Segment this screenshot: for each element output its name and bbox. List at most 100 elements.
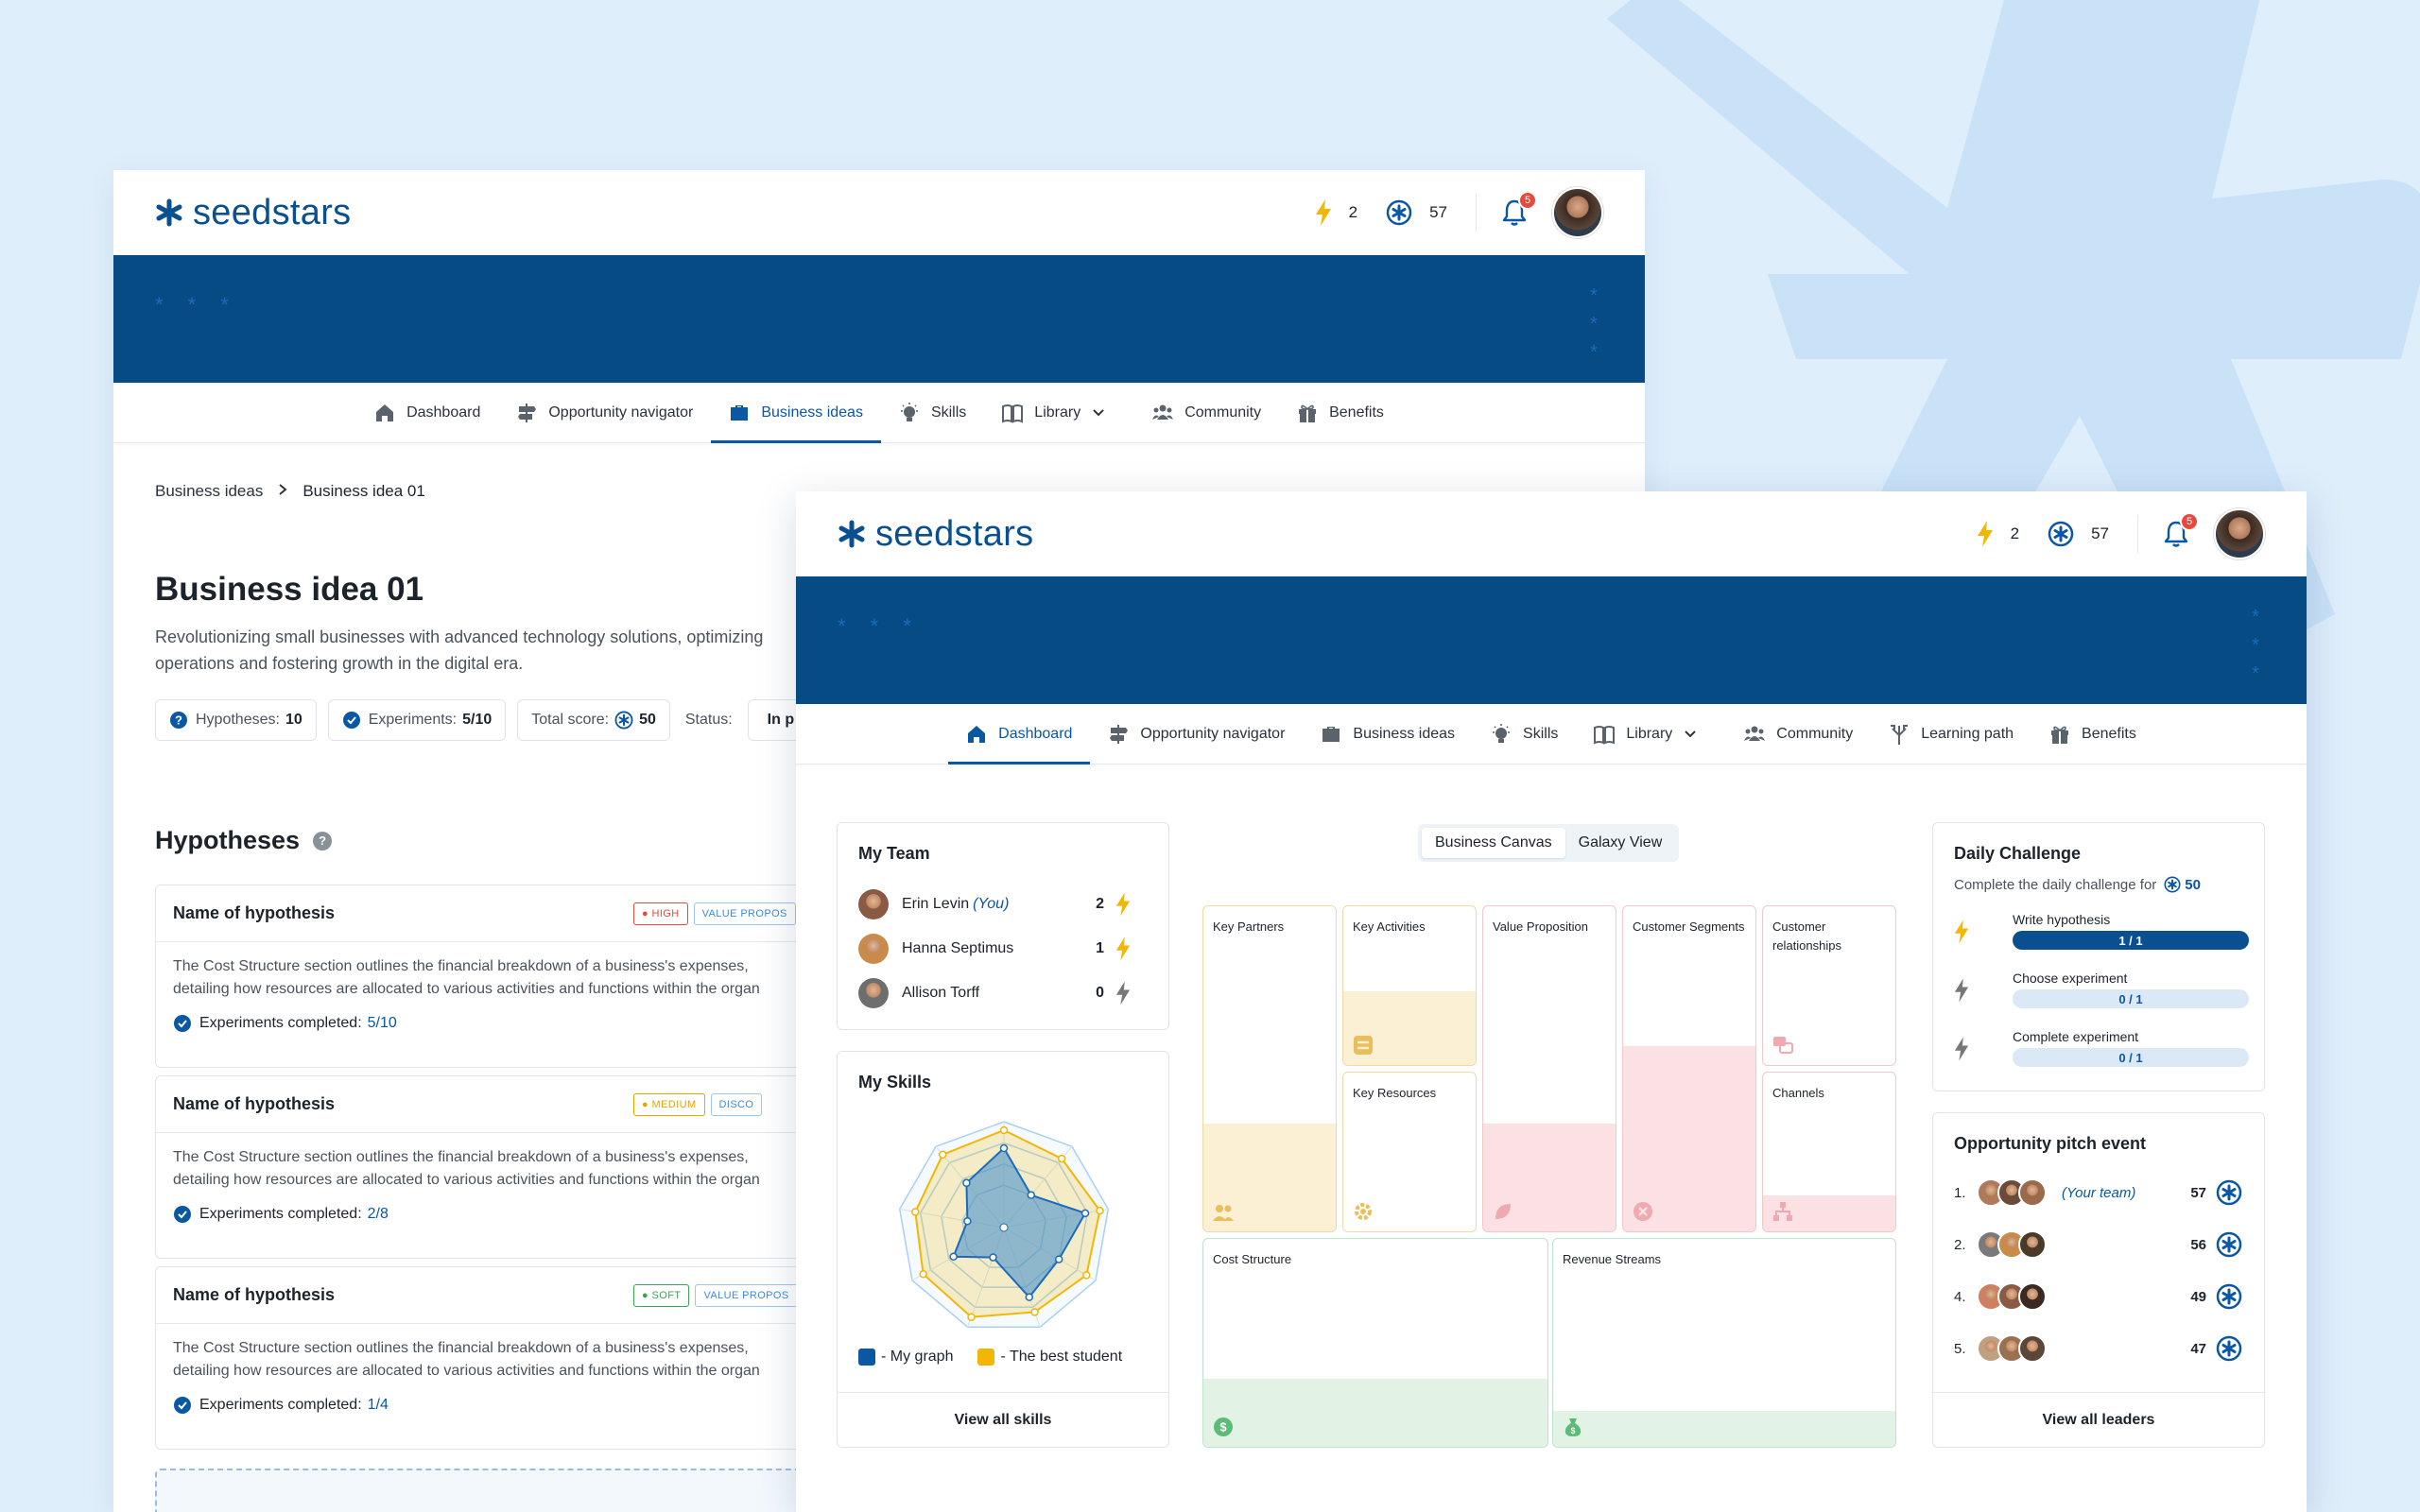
hypothesis-text-line: detailing how resources are allocated to…: [173, 1172, 760, 1188]
nav-label: Library: [1626, 725, 1673, 742]
my-graph-point: [989, 1253, 997, 1262]
hypothesis-card[interactable]: Name of hypothesis ● MEDIUM DISCO The Cost …: [155, 1075, 855, 1259]
leaderboard-row[interactable]: 2. 56: [1954, 1226, 2242, 1263]
nav-item-business-ideas[interactable]: Business ideas: [1303, 704, 1473, 764]
nav-item-community[interactable]: Community: [1134, 383, 1279, 442]
galaxy-view-tab[interactable]: Galaxy View: [1578, 834, 1663, 850]
experiments-completed-label: Experiments completed:: [199, 1015, 362, 1031]
hypothesis-card[interactable]: Name of hypothesis ● HIGH VALUE PROPOS The …: [155, 885, 855, 1068]
pitch-event-card: Opportunity pitch event 1. (Your team) 57 2…: [1932, 1112, 2265, 1448]
nav-item-library[interactable]: Library: [1576, 704, 1726, 764]
home-icon: [968, 725, 986, 743]
view-all-skills-link[interactable]: View all skills: [838, 1392, 1168, 1447]
challenge-task[interactable]: Complete experiment 0 / 1: [1954, 1029, 2249, 1071]
briefcase-icon: [1322, 726, 1340, 742]
key-resources-cell[interactable]: Key Resources: [1342, 1072, 1477, 1232]
notifications-button[interactable]: 5: [1501, 191, 1537, 227]
hypothesis-card[interactable]: Name of hypothesis ● SOFT VALUE PROPOS The …: [155, 1266, 855, 1450]
key-partners-cell[interactable]: Key Partners: [1202, 905, 1337, 1232]
nav-item-library[interactable]: Library: [984, 383, 1134, 442]
nav-item-dashboard[interactable]: Dashboard: [356, 383, 498, 442]
stars-counter: 57: [2048, 521, 2109, 547]
leaderboard-row[interactable]: 1. (Your team) 57: [1954, 1174, 2242, 1211]
hypotheses-label: Hypotheses:: [196, 712, 280, 728]
customer-segments-label: Customer Segments: [1633, 919, 1745, 934]
challenge-task[interactable]: Write hypothesis 1 / 1: [1954, 912, 2249, 954]
team-member-row[interactable]: Hanna Septimus 1: [858, 930, 1151, 968]
user-avatar[interactable]: [1552, 187, 1603, 238]
notifications-button[interactable]: 5: [2163, 512, 2199, 548]
leaderboard-row[interactable]: 4. 49: [1954, 1278, 2242, 1315]
check-circle-icon: [174, 1015, 191, 1032]
experiments-count-pill: Experiments: 5/10: [327, 699, 507, 741]
leaderboard-row[interactable]: 5. 47: [1954, 1330, 2242, 1367]
experiments-completed-label: Experiments completed:: [199, 1206, 362, 1222]
radar-center: [999, 1223, 1009, 1232]
view-all-leaders-link[interactable]: View all leaders: [1933, 1392, 2264, 1447]
nav-item-opportunity-navigator[interactable]: Opportunity navigator: [498, 383, 711, 442]
key-activities-label: Key Activities: [1353, 919, 1426, 934]
team-member-row[interactable]: Allison Torff 0: [858, 974, 1151, 1012]
nav-item-benefits[interactable]: Benefits: [1279, 383, 1402, 442]
idea-stats: ? Hypotheses: 10 Experiments: 5/10 Total…: [155, 699, 820, 741]
seedstars-logo[interactable]: seedstars: [838, 514, 1033, 555]
hypothesis-text-line: The Cost Structure section outlines the …: [173, 1149, 749, 1165]
hypotheses-value: 10: [285, 712, 302, 728]
people-icon: [1213, 1205, 1234, 1221]
nav-item-skills[interactable]: Skills: [881, 383, 984, 442]
signpost-icon: [1110, 724, 1129, 744]
radar-grid-ring: [941, 1163, 1067, 1288]
task-label: Choose experiment: [2013, 971, 2128, 986]
chevron-down-icon[interactable]: [1092, 408, 1105, 418]
check-circle-icon: [342, 712, 360, 729]
pitch-event-title: Opportunity pitch event: [1954, 1134, 2147, 1153]
checklist-icon: [1354, 1036, 1373, 1055]
customer-segments-cell[interactable]: Customer Segments: [1622, 905, 1756, 1232]
lightbulb-icon: [1493, 723, 1511, 743]
best-student-point: [1082, 1271, 1091, 1280]
challenge-task[interactable]: Choose experiment 0 / 1: [1954, 971, 2249, 1012]
chevron-down-icon[interactable]: [1684, 730, 1697, 739]
channels-cell[interactable]: Channels: [1762, 1072, 1896, 1232]
my-team-title: My Team: [858, 844, 930, 863]
my-graph-point: [1025, 1293, 1034, 1301]
main-navigation: Dashboard Opportunity navigator Business i…: [796, 704, 2307, 765]
add-hypothesis-dropzone[interactable]: [155, 1469, 855, 1512]
task-progress-bar: 0 / 1: [2013, 1048, 2249, 1067]
sitemap-icon: [1773, 1202, 1792, 1221]
nav-label: Benefits: [1329, 404, 1384, 421]
nav-item-opportunity-navigator[interactable]: Opportunity navigator: [1090, 704, 1303, 764]
nav-item-benefits[interactable]: Benefits: [2031, 704, 2154, 764]
best-student-point: [938, 1150, 947, 1160]
my-graph-point: [1080, 1209, 1090, 1218]
user-avatar[interactable]: [2214, 508, 2265, 559]
cost-structure-cell[interactable]: Cost Structure $: [1202, 1238, 1548, 1448]
my-graph-point: [1027, 1191, 1036, 1199]
lightning-icon: [1115, 892, 1131, 917]
nav-item-learning-path[interactable]: Learning path: [1871, 704, 2031, 764]
avatar: [858, 889, 889, 919]
daily-challenge-card: Daily Challenge Complete the daily chall…: [1932, 822, 2265, 1091]
customer-relationships-cell[interactable]: Customer relationships: [1762, 905, 1896, 1066]
nav-item-community[interactable]: Community: [1726, 704, 1871, 764]
banner-vertical-stars-decoration: * * *: [2252, 607, 2259, 684]
help-icon[interactable]: ?: [313, 831, 333, 850]
experiments-completed-label: Experiments completed:: [199, 1397, 362, 1413]
breadcrumb-parent-link[interactable]: Business ideas: [155, 482, 264, 500]
task-progress-bar: 0 / 1: [2013, 989, 2249, 1008]
category-tag: VALUE PROPOS: [695, 1284, 798, 1307]
nav-item-skills[interactable]: Skills: [1473, 704, 1576, 764]
my-graph-point: [962, 1178, 971, 1188]
value-proposition-cell[interactable]: Value Proposition: [1482, 905, 1616, 1232]
lightning-icon: [1954, 1037, 1969, 1061]
key-activities-cell[interactable]: Key Activities: [1342, 905, 1477, 1066]
nav-item-dashboard[interactable]: Dashboard: [948, 704, 1091, 765]
leaf-icon: [1495, 1204, 1511, 1219]
star-coin-icon: [2048, 521, 2074, 547]
seedstars-logo[interactable]: seedstars: [155, 193, 351, 233]
nav-item-business-ideas[interactable]: Business ideas: [711, 383, 881, 443]
revenue-streams-cell[interactable]: Revenue Streams $: [1552, 1238, 1896, 1448]
team-member-row[interactable]: Erin Levin (You) 2: [858, 885, 1151, 923]
business-canvas-tab[interactable]: Business Canvas: [1422, 828, 1565, 858]
signpost-icon: [518, 403, 537, 422]
